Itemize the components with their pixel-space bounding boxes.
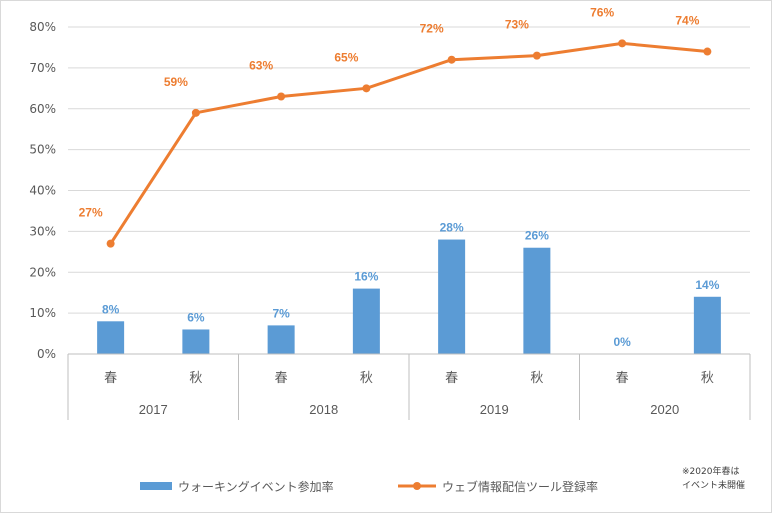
line-data-label: 65% [334, 50, 358, 64]
legend-bar-label: ウォーキングイベント参加率 [178, 479, 334, 494]
line-point [106, 239, 115, 248]
bar-data-label: 0% [613, 335, 631, 349]
line-data-label: 76% [590, 5, 614, 19]
bar [438, 239, 466, 354]
y-tick-label: 0% [37, 347, 56, 361]
x-group-label: 2020 [650, 402, 679, 417]
legend-bar-swatch [140, 482, 172, 490]
line-data-label: 72% [420, 22, 444, 36]
line-series [106, 39, 712, 248]
series-line [109, 41, 708, 245]
line-data-label: 73% [505, 18, 529, 32]
bar [97, 321, 125, 354]
x-category-label: 秋 [701, 371, 714, 386]
bar [352, 288, 380, 354]
x-group-label: 2018 [309, 402, 338, 417]
note-line-1: ※2020年春は [682, 465, 739, 477]
bar-data-label: 7% [272, 306, 290, 320]
y-tick-label: 80% [29, 20, 56, 34]
y-tick-label: 30% [29, 224, 56, 238]
line-point [618, 39, 627, 48]
bar [267, 325, 295, 354]
y-tick-label: 20% [29, 265, 56, 279]
x-group-label: 2019 [480, 402, 509, 417]
line-point [362, 84, 371, 93]
bar-data-label: 14% [695, 278, 719, 292]
x-category-label: 秋 [360, 371, 373, 386]
bar-series [97, 239, 721, 354]
line-data-label: 59% [164, 75, 188, 89]
bar-data-label: 28% [440, 221, 464, 235]
gridlines [68, 26, 750, 314]
line-data-label: 27% [79, 206, 103, 220]
x-category-label: 春 [616, 371, 629, 386]
chart-note: ※2020年春は イベント未開催 [682, 465, 745, 491]
x-category-label: 秋 [189, 371, 202, 386]
line-point [532, 51, 541, 60]
bar [693, 296, 721, 354]
x-group-label: 2017 [139, 402, 168, 417]
legend-line-marker [413, 482, 421, 490]
y-tick-label: 40% [29, 184, 56, 198]
x-category-label: 春 [445, 371, 458, 386]
bar-data-label: 6% [187, 310, 205, 324]
y-axis-ticks: 0% 10% 20% 30% 40% 50% 60% 70% 80% [29, 20, 56, 361]
x-category-label: 秋 [530, 371, 543, 386]
line-point [277, 92, 286, 101]
legend: ウォーキングイベント参加率 ウェブ情報配信ツール登録率 [140, 479, 598, 494]
x-category-label: 春 [275, 371, 288, 386]
line-data-label: 63% [249, 58, 273, 72]
bar [523, 247, 551, 354]
bar-data-label: 16% [354, 270, 378, 284]
line-data-label: 74% [675, 14, 699, 28]
y-tick-label: 10% [29, 306, 56, 320]
x-axis: 春 秋 春 秋 春 秋 春 秋 2017 2018 2019 2020 [67, 353, 751, 420]
bar-data-label: 26% [525, 229, 549, 243]
x-category-label: 春 [104, 371, 117, 386]
note-line-2: イベント未開催 [682, 479, 745, 491]
bar [182, 329, 210, 354]
y-tick-label: 70% [29, 61, 56, 75]
line-point [703, 47, 712, 56]
line-point [191, 108, 200, 117]
legend-line-label: ウェブ情報配信ツール登録率 [442, 479, 598, 494]
line-point [447, 55, 456, 64]
data-labels: 8% 6% 7% 16% 28% 26% 0% 14% 27% 59% 63% 65% 72% 73% 76… [79, 5, 720, 349]
bar-data-label: 8% [102, 302, 120, 316]
y-tick-label: 50% [29, 143, 56, 157]
y-tick-label: 60% [29, 102, 56, 116]
